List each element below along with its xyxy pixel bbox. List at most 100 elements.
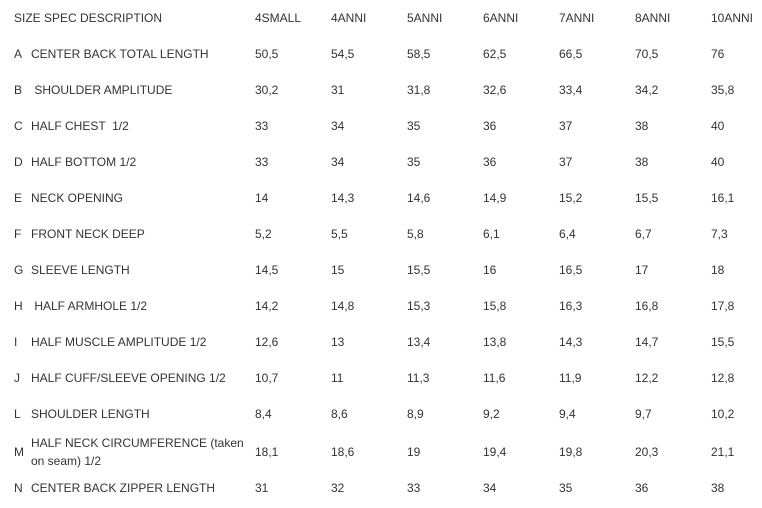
cell-value: 35 bbox=[407, 119, 421, 133]
cell-value: 54,5 bbox=[331, 47, 355, 61]
row-letter: D bbox=[14, 155, 23, 169]
cell-value: 62,5 bbox=[483, 47, 507, 61]
cell-value: 16,1 bbox=[711, 191, 735, 205]
cell-value: 13,4 bbox=[407, 335, 431, 349]
cell-value: 33 bbox=[255, 155, 269, 169]
cell-value: 70,5 bbox=[635, 47, 659, 61]
header-size-10anni: 10ANNI bbox=[711, 11, 754, 25]
row-letter: G bbox=[14, 263, 24, 277]
cell-value: 16,5 bbox=[559, 263, 583, 277]
cell-value: 38 bbox=[711, 481, 725, 495]
row-letter: L bbox=[14, 407, 21, 421]
table-header-row: SIZE SPEC DESCRIPTION 4SMALL 4ANNI 5ANNI… bbox=[0, 0, 762, 36]
cell-value: 18 bbox=[711, 263, 725, 277]
cell-value: 58,5 bbox=[407, 47, 431, 61]
cell-value: 19,4 bbox=[483, 445, 507, 459]
cell-value: 8,4 bbox=[255, 407, 272, 421]
cell-value: 76 bbox=[711, 47, 725, 61]
table-row: G SLEEVE LENGTH 14,5 15 15,5 16 16,5 17 … bbox=[0, 252, 762, 288]
cell-value: 21,1 bbox=[711, 445, 735, 459]
cell-value: 6,4 bbox=[559, 227, 576, 241]
row-letter: I bbox=[14, 335, 18, 349]
cell-value: 15,2 bbox=[559, 191, 583, 205]
cell-value: 16,3 bbox=[559, 299, 583, 313]
cell-value: 9,4 bbox=[559, 407, 576, 421]
row-description: HALF CHEST 1/2 bbox=[31, 119, 129, 133]
header-size-8anni: 8ANNI bbox=[635, 11, 671, 25]
cell-value: 37 bbox=[559, 119, 573, 133]
cell-value: 7,3 bbox=[711, 227, 728, 241]
cell-value: 14,7 bbox=[635, 335, 659, 349]
cell-value: 15 bbox=[331, 263, 345, 277]
row-letter: N bbox=[14, 481, 23, 495]
cell-value: 14,3 bbox=[559, 335, 583, 349]
row-description: HALF CUFF/SLEEVE OPENING 1/2 bbox=[31, 371, 226, 385]
cell-value: 14,3 bbox=[331, 191, 355, 205]
cell-value: 38 bbox=[635, 119, 649, 133]
cell-value: 34,2 bbox=[635, 83, 659, 97]
table-row: A CENTER BACK TOTAL LENGTH 50,5 54,5 58,… bbox=[0, 36, 762, 72]
table-row: I HALF MUSCLE AMPLITUDE 1/2 12,6 13 13,4… bbox=[0, 324, 762, 360]
cell-value: 35,8 bbox=[711, 83, 735, 97]
cell-value: 6,7 bbox=[635, 227, 652, 241]
cell-value: 16,8 bbox=[635, 299, 659, 313]
cell-value: 11,3 bbox=[407, 371, 430, 385]
cell-value: 20,3 bbox=[635, 445, 659, 459]
cell-value: 34 bbox=[331, 155, 345, 169]
table-row: H HALF ARMHOLE 1/2 14,2 14,8 15,3 15,8 1… bbox=[0, 288, 762, 324]
row-description: FRONT NECK DEEP bbox=[31, 227, 145, 241]
row-letter: B bbox=[14, 83, 23, 97]
table-row: M HALF NECK CIRCUMFERENCE (taken on seam… bbox=[0, 432, 762, 472]
cell-value: 17 bbox=[635, 263, 649, 277]
cell-value: 36 bbox=[635, 481, 649, 495]
row-description: HALF MUSCLE AMPLITUDE 1/2 bbox=[31, 335, 207, 349]
cell-value: 8,6 bbox=[331, 407, 348, 421]
cell-value: 17,8 bbox=[711, 299, 735, 313]
row-letter: M bbox=[14, 445, 24, 459]
cell-value: 15,5 bbox=[635, 191, 659, 205]
header-size-6anni: 6ANNI bbox=[483, 11, 519, 25]
cell-value: 38 bbox=[635, 155, 649, 169]
cell-value: 66,5 bbox=[559, 47, 583, 61]
cell-value: 15,5 bbox=[711, 335, 735, 349]
table-row: E NECK OPENING 14 14,3 14,6 14,9 15,2 15… bbox=[0, 180, 762, 216]
cell-value: 10,2 bbox=[711, 407, 735, 421]
cell-value: 14,6 bbox=[407, 191, 431, 205]
table-row: C HALF CHEST 1/2 33 34 35 36 37 38 40 bbox=[0, 108, 762, 144]
table-row: B SHOULDER AMPLITUDE 30,2 31 31,8 32,6 3… bbox=[0, 72, 762, 108]
cell-value: 11 bbox=[331, 371, 344, 385]
row-description: SHOULDER LENGTH bbox=[31, 407, 150, 421]
cell-value: 30,2 bbox=[255, 83, 279, 97]
cell-value: 50,5 bbox=[255, 47, 279, 61]
cell-value: 33,4 bbox=[559, 83, 583, 97]
row-letter: J bbox=[14, 371, 20, 385]
cell-value: 15,3 bbox=[407, 299, 431, 313]
cell-value: 18,6 bbox=[331, 445, 355, 459]
cell-value: 9,7 bbox=[635, 407, 652, 421]
cell-value: 6,1 bbox=[483, 227, 500, 241]
cell-value: 35 bbox=[559, 481, 573, 495]
row-letter: E bbox=[14, 191, 23, 205]
cell-value: 5,8 bbox=[407, 227, 424, 241]
row-letter: C bbox=[14, 119, 23, 133]
cell-value: 14,8 bbox=[331, 299, 355, 313]
row-description: CENTER BACK TOTAL LENGTH bbox=[31, 47, 209, 61]
table-row: N CENTER BACK ZIPPER LENGTH 31 32 33 34 … bbox=[0, 472, 762, 504]
cell-value: 10,7 bbox=[255, 371, 279, 385]
cell-value: 11,6 bbox=[483, 371, 506, 385]
row-letter: F bbox=[14, 227, 22, 241]
row-description: NECK OPENING bbox=[31, 191, 124, 205]
cell-value: 15,5 bbox=[407, 263, 431, 277]
cell-value: 13 bbox=[331, 335, 345, 349]
cell-value: 40 bbox=[711, 119, 725, 133]
table-row: D HALF BOTTOM 1/2 33 34 35 36 37 38 40 bbox=[0, 144, 762, 180]
table-row: J HALF CUFF/SLEEVE OPENING 1/2 10,7 11 1… bbox=[0, 360, 762, 396]
cell-value: 14,9 bbox=[483, 191, 507, 205]
cell-value: 36 bbox=[483, 119, 497, 133]
cell-value: 18,1 bbox=[255, 445, 279, 459]
row-description: CENTER BACK ZIPPER LENGTH bbox=[31, 481, 216, 495]
cell-value: 33 bbox=[255, 119, 269, 133]
row-letter: H bbox=[14, 299, 23, 313]
cell-value: 15,8 bbox=[483, 299, 507, 313]
